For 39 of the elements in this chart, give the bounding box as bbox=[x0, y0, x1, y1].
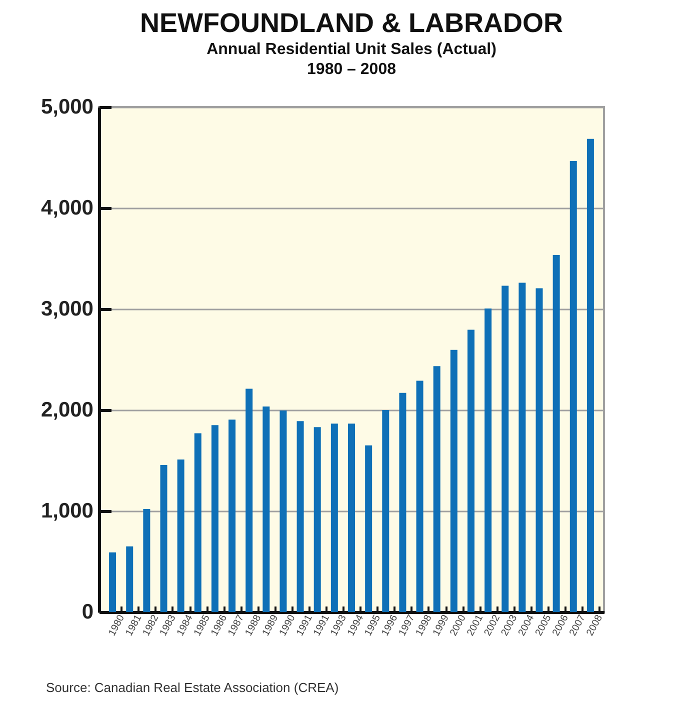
bar bbox=[586, 138, 594, 612]
bar bbox=[177, 459, 184, 612]
bar bbox=[280, 410, 287, 612]
chart-subtitle: Annual Residential Unit Sales (Actual) 1980 – 2008 bbox=[206, 41, 496, 78]
bar bbox=[399, 392, 406, 612]
bar bbox=[433, 366, 440, 612]
bar bbox=[484, 308, 492, 612]
bar bbox=[552, 254, 560, 612]
bar bbox=[330, 424, 338, 612]
bar bbox=[450, 350, 458, 612]
bar bbox=[296, 421, 304, 612]
y-tick-label: 5,000 bbox=[40, 96, 94, 118]
bar bbox=[262, 406, 270, 612]
bar bbox=[416, 380, 424, 612]
source-note: Source: Canadian Real Estate Association (CREA) bbox=[46, 680, 339, 695]
bar bbox=[109, 552, 116, 612]
bar bbox=[194, 433, 202, 612]
y-tick-label: 3,000 bbox=[40, 298, 94, 320]
y-tick-label: 4,000 bbox=[40, 196, 94, 220]
x-tick-label: 2008 bbox=[584, 612, 606, 638]
bar bbox=[126, 546, 134, 612]
y-tick-label: 1,000 bbox=[40, 500, 94, 522]
bar bbox=[348, 424, 355, 612]
y-tick-label: 0 bbox=[82, 600, 94, 624]
chart-title: NEWFOUNDLAND & LABRADOR bbox=[140, 8, 563, 38]
bar bbox=[570, 161, 577, 612]
y-tick-label: 2,000 bbox=[40, 398, 94, 422]
bar bbox=[502, 286, 509, 612]
bar bbox=[160, 465, 168, 612]
bar bbox=[382, 410, 390, 612]
bar bbox=[518, 282, 526, 612]
bar bbox=[536, 288, 543, 612]
bar bbox=[467, 330, 474, 612]
bar bbox=[228, 420, 236, 612]
bar bbox=[211, 425, 218, 612]
bar bbox=[246, 388, 253, 612]
bar bbox=[143, 508, 150, 612]
bar bbox=[314, 427, 321, 612]
bar bbox=[365, 445, 372, 612]
